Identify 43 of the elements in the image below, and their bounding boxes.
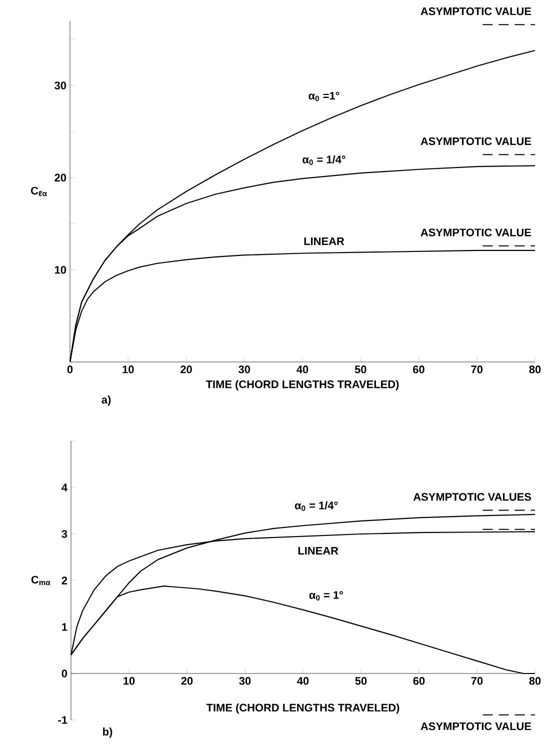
y-tick-label: 1 [62, 623, 67, 631]
x-tick-label: 50 [355, 677, 366, 685]
y-tick-label: 10 [54, 266, 66, 274]
y-axis-title: C$_{mα}$ [31, 576, 50, 586]
y-tick-label: 2 [62, 576, 67, 584]
y-tick-label: 4 [61, 484, 68, 492]
text: a) [102, 396, 110, 406]
series-label: α$_{0}$ =1° [308, 92, 340, 102]
x-tick-label: 0 [67, 366, 72, 374]
series-label: LINEAR [304, 238, 344, 246]
x-tick-label: 20 [181, 677, 192, 685]
x-tick-label: 30 [238, 366, 250, 374]
text: b) [102, 728, 112, 738]
x-axis-title: TIME (CHORD LENGTHS TRAVELED) [206, 380, 398, 390]
x-tick-label: 40 [296, 677, 308, 685]
series-label: α$_{0}$ = 1/4° [302, 155, 346, 165]
series-label: α$_{0}$ = 1/4° [294, 501, 338, 511]
x-tick-label: 40 [296, 366, 308, 374]
x-tick-label: 60 [413, 677, 424, 685]
y-tick-label: 20 [54, 174, 66, 182]
x-tick-label: 10 [123, 677, 134, 685]
y-tick-label: -1 [58, 716, 67, 724]
x-axis-title: TIME (CHORD LENGTHS TRAVELED) [206, 703, 399, 714]
ref-line-label: ASYMPTOTIC VALUE [420, 137, 531, 146]
y-tick-label: 3 [61, 530, 67, 538]
x-tick-label: 30 [238, 677, 250, 685]
y-axis-title: C$_{ℓα}$ [30, 186, 47, 196]
ref-line-label: ASYMPTOTIC VALUE [420, 7, 531, 16]
x-tick-label: 60 [412, 366, 424, 374]
series-label: α$_{0}$ = 1° [309, 591, 343, 601]
x-tick-label: 50 [354, 366, 366, 374]
ref-line-label: ASYMPTOTIC VALUES [413, 493, 531, 501]
y-tick-label: 30 [54, 82, 66, 90]
ref-line-label: ASYMPTOTIC VALUE [420, 228, 531, 236]
y-tick-label: 0 [62, 670, 67, 678]
x-tick-label: 70 [471, 366, 482, 374]
x-tick-label: 80 [529, 366, 540, 374]
x-tick-label: 20 [180, 366, 192, 374]
series-label: LINEAR [298, 546, 338, 555]
x-tick-label: 10 [122, 366, 134, 374]
ref-line-label: ASYMPTOTIC VALUE [420, 722, 531, 730]
x-tick-label: 70 [471, 677, 482, 685]
x-tick-label: 80 [529, 677, 540, 685]
